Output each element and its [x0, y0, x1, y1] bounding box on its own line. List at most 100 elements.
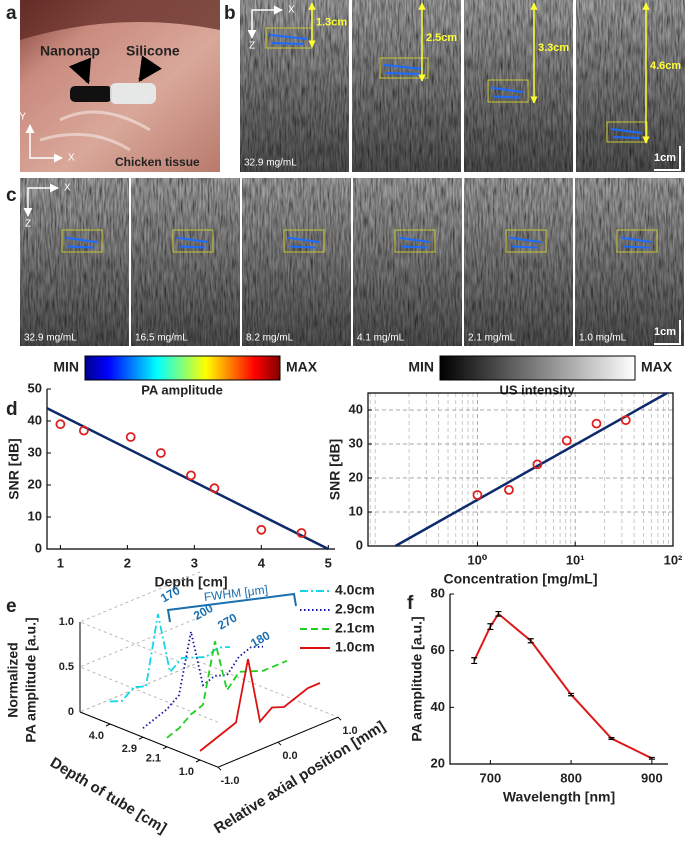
colorbar-label: US intensity: [499, 382, 575, 397]
series-line: [142, 631, 264, 729]
depth-tick: [195, 759, 201, 763]
label: Nanonap: [40, 43, 100, 59]
point: [296, 528, 307, 538]
panel-label: b: [224, 3, 236, 24]
x-axis-title: Depth [cm]: [154, 574, 227, 590]
axis: [46, 389, 335, 550]
colorbar-max: MAX: [286, 359, 318, 375]
pointer: [68, 57, 92, 85]
floor: [78, 661, 340, 768]
x-tick: [277, 741, 282, 746]
colorbar-label: PA amplitude: [141, 382, 223, 397]
roi-box: [172, 229, 214, 253]
point: [532, 459, 543, 470]
error-bar: [487, 623, 494, 631]
legend-label: 4.0cm: [335, 582, 375, 598]
colorbar-max: MAX: [641, 359, 673, 375]
z-tick-label: 1.0: [59, 616, 74, 628]
axis-letter: X: [288, 5, 295, 16]
axis: [367, 392, 674, 547]
y-tick-label: 80: [431, 585, 445, 600]
scale-bar: [654, 146, 681, 171]
point: [209, 483, 220, 494]
x-tick-label: 1.0: [342, 725, 357, 737]
axis-letter: Z: [249, 41, 255, 52]
point: [186, 470, 196, 481]
pa-signal: [176, 236, 209, 249]
y-tick-label: 40: [28, 412, 42, 427]
fwhm-label: 180: [248, 628, 273, 650]
silicone: [110, 83, 156, 104]
nanonap: [70, 86, 112, 102]
pa-signal: [491, 86, 524, 99]
x-tick-label: -1.0: [221, 775, 240, 787]
depth-tick: [105, 723, 111, 727]
point: [591, 418, 602, 429]
line: [473, 612, 653, 760]
point: [561, 435, 572, 446]
scale-bar: [654, 320, 681, 345]
series-line: [199, 658, 321, 752]
depth-label: 1.3cm: [316, 17, 347, 29]
us-shade: [464, 178, 573, 346]
concentration-label: 32.9 mg/mL: [244, 158, 297, 169]
x-tick-label: 3: [191, 555, 198, 570]
error-bar: [568, 692, 575, 697]
scale-bar-label: 1cm: [654, 152, 676, 164]
z-tick-label: 0.5: [59, 661, 74, 673]
y-tick-label: 50: [28, 380, 42, 395]
point: [125, 432, 136, 442]
y-tick-label: 0: [356, 537, 363, 552]
legend-label: 2.9cm: [335, 601, 375, 617]
series-line: [109, 613, 231, 703]
depth-tick-label: 2.9: [122, 743, 137, 755]
panel-label: f: [407, 593, 414, 614]
pointer: [138, 55, 162, 82]
us-shade: [131, 178, 240, 346]
legend-label: 1.0cm: [335, 639, 375, 655]
depth-tick: [162, 746, 168, 750]
y-axis-title: SNR [dB]: [327, 439, 343, 500]
point: [472, 490, 483, 500]
depth-tick-label: 4.0: [89, 730, 104, 742]
error-bar: [648, 756, 655, 760]
y-tick-label: 60: [431, 642, 445, 657]
concentration-label: 4.1 mg/mL: [357, 333, 405, 344]
depth-tick-label: 1.0: [179, 766, 194, 778]
y-tick-label: 0: [35, 540, 42, 555]
x-tick-label: 2: [124, 555, 131, 570]
axis-letter: Z: [25, 219, 31, 230]
concentration-label: 8.2 mg/mL: [246, 333, 294, 344]
series-line: [166, 641, 288, 739]
depth-axis-title: Depth of tube [cm]: [47, 754, 169, 837]
us-shade: [576, 0, 685, 172]
panel-label: d: [6, 399, 18, 420]
colorbar: [84, 355, 281, 381]
z-axis-title: PA amplitude [a.u.]: [23, 617, 39, 742]
legend-label: 2.1cm: [335, 620, 375, 636]
us-shade: [20, 178, 129, 346]
y-tick-label: 30: [349, 435, 363, 450]
pa-signal: [509, 236, 542, 249]
x-axis-title: Concentration [mg/mL]: [444, 571, 598, 587]
roi-box: [379, 57, 429, 79]
error-bar: [527, 638, 534, 644]
pa-signal: [620, 236, 653, 249]
panel-label: c: [6, 185, 17, 206]
axes-arrows: [247, 5, 283, 39]
x-tick-label: 0.0: [282, 750, 297, 762]
z-axis-title: Normalized: [5, 642, 21, 717]
x-tick-label: 1: [57, 555, 64, 570]
y-axis-title: PA amplitude [a.u.]: [409, 616, 425, 741]
x-tick-label: 5: [325, 555, 332, 570]
y-tick-label: 40: [349, 401, 363, 416]
colorbar-min: MIN: [408, 359, 434, 375]
y-tick-label: 30: [28, 444, 42, 459]
x-tick: [337, 716, 342, 721]
x-tick: [217, 766, 222, 771]
label: Silicone: [126, 43, 180, 59]
point: [155, 448, 166, 458]
axis-letter: X: [64, 183, 71, 194]
roi-box: [505, 229, 547, 253]
